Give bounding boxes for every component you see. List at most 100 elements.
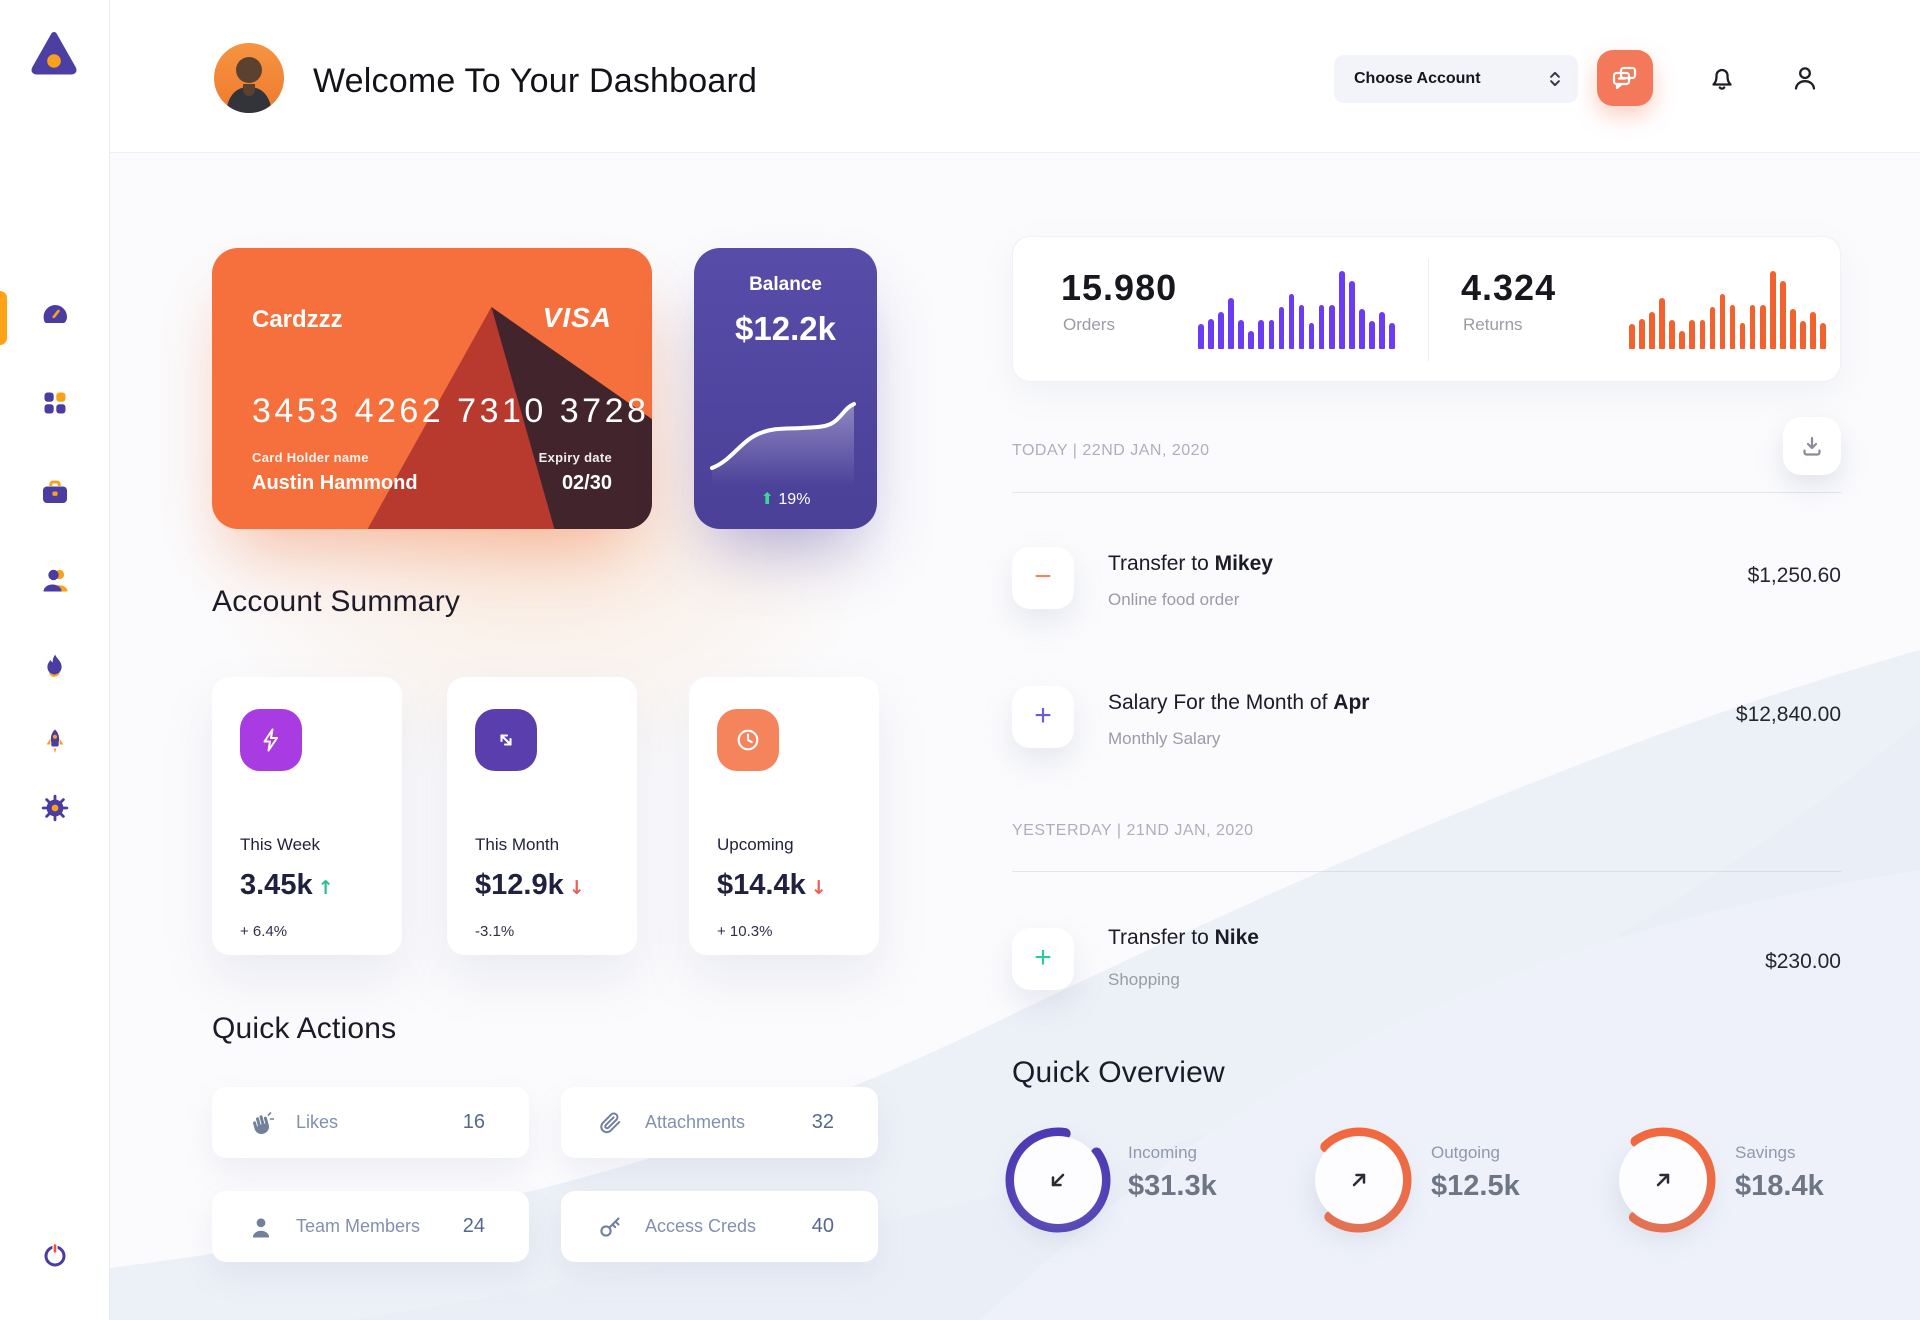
orders-value: 15.980 [1061, 267, 1178, 308]
overview-label: Incoming [1128, 1143, 1197, 1162]
bar [1689, 320, 1695, 349]
bar [1709, 306, 1716, 349]
overview-label: Savings [1735, 1143, 1796, 1162]
transaction-icon-badge: + [1012, 686, 1074, 748]
bar [1379, 312, 1385, 349]
overview-value: $18.4k [1735, 1170, 1824, 1202]
card-number: 3453 4262 7310 3728 [252, 392, 650, 430]
sidebar-item-portfolio[interactable] [33, 471, 77, 515]
divider [1012, 492, 1841, 493]
sidebar-item-activity[interactable] [33, 645, 77, 689]
account-select[interactable]: Choose Account [1334, 55, 1578, 103]
summary-label: This Month [475, 835, 560, 854]
balance-change: ⬆ 19% [694, 489, 877, 509]
quick-action-label: Team Members [296, 1216, 421, 1236]
active-nav-indicator [0, 291, 7, 345]
summary-label: Upcoming [717, 835, 794, 854]
quick-action-likes[interactable]: Likes 16 [212, 1087, 529, 1158]
bar [1198, 324, 1204, 349]
bar [1719, 294, 1726, 349]
transaction-amount: $230.00 [1765, 950, 1841, 973]
transaction-title[interactable]: Transfer to Nike [1108, 926, 1259, 949]
summary-label: This Week [240, 835, 320, 854]
key-icon [600, 1216, 620, 1237]
card-expiry-value: 02/30 [561, 472, 612, 494]
app-logo [26, 26, 82, 87]
bar [1669, 320, 1675, 349]
overview-value: $31.3k [1128, 1170, 1217, 1202]
page-title: Welcome To Your Dashboard [313, 62, 758, 100]
sidebar-item-settings[interactable] [33, 786, 77, 830]
sidebar-item-apps[interactable] [33, 381, 77, 425]
sidebar-item-logout[interactable] [33, 1233, 77, 1277]
summary-card-this-week: This Week 3.45k ↑ + 6.4% [212, 677, 402, 955]
paperclip-icon [600, 1112, 621, 1133]
bar [1760, 304, 1766, 349]
transaction-subtitle: Monthly Salary [1108, 729, 1221, 748]
bar [1359, 309, 1365, 349]
balance-card: Balance $12.2k ⬆ 19% [694, 248, 877, 529]
progress-ring [1610, 1127, 1716, 1233]
returns-value: 4.324 [1461, 267, 1557, 308]
summary-delta: -3.1% [475, 923, 515, 940]
up-arrow-icon: ⬆ [760, 489, 774, 508]
bar [1389, 323, 1395, 349]
notifications-button[interactable] [1700, 57, 1744, 101]
balance-value: $12.2k [735, 310, 836, 347]
bar [1679, 331, 1685, 349]
quick-actions-title: Quick Actions [212, 1012, 397, 1045]
download-button[interactable] [1783, 417, 1841, 475]
transaction-title[interactable]: Salary For the Month of Apr [1108, 691, 1370, 714]
profile-button[interactable] [1783, 57, 1827, 101]
sidebar-item-dashboard[interactable] [33, 293, 77, 337]
bar [1308, 323, 1315, 349]
orders-label: Orders [1063, 315, 1115, 334]
bar [1699, 320, 1706, 349]
savings-ring [1610, 1127, 1716, 1233]
bar [1649, 311, 1655, 349]
bar [1268, 320, 1275, 349]
account-select-label: Choose Account [1354, 70, 1481, 87]
user-avatar[interactable] [214, 43, 284, 113]
balance-sparkline [710, 402, 856, 486]
chevron-up-down-icon [1550, 71, 1560, 87]
returns-label: Returns [1463, 315, 1523, 334]
member-icon [252, 1217, 270, 1237]
bar [1820, 323, 1826, 349]
quick-action-access-creds[interactable]: Access Creds 40 [561, 1191, 878, 1262]
summary-delta: + 6.4% [240, 923, 288, 940]
orders-returns-card: 15.980 Orders 4.324 Returns [1012, 236, 1841, 382]
summary-value: 3.45k ↑ [240, 869, 334, 901]
balance-label: Balance [749, 274, 822, 295]
bar [1780, 281, 1786, 349]
bar [1369, 320, 1375, 349]
header: Welcome To Your Dashboard Choose Account [110, 0, 1920, 153]
quick-action-team-members[interactable]: Team Members 24 [212, 1191, 529, 1262]
rocket-icon [46, 729, 64, 753]
trend-up-icon: ↑ [317, 877, 334, 899]
divider [1428, 259, 1429, 361]
quick-action-attachments[interactable]: Attachments 32 [561, 1087, 878, 1158]
bar [1238, 320, 1244, 349]
summary-card-upcoming: Upcoming $14.4k ↓ + 10.3% [689, 677, 879, 955]
overview-label: Outgoing [1431, 1143, 1500, 1162]
bar [1329, 304, 1335, 349]
summary-card-this-month: This Month $12.9k ↓ -3.1% [447, 677, 637, 955]
bar [1749, 305, 1756, 349]
account-summary-title: Account Summary [212, 585, 461, 618]
bar [1790, 309, 1796, 349]
transaction-amount: $12,840.00 [1735, 703, 1841, 726]
transaction-title[interactable]: Transfer to Mikey [1108, 552, 1273, 575]
bar [1729, 305, 1736, 349]
bar [1258, 320, 1264, 349]
quick-action-count: 16 [462, 1111, 485, 1133]
messages-button[interactable] [1597, 50, 1653, 106]
minus-icon: − [1034, 560, 1052, 593]
bar [1318, 305, 1325, 349]
clock-icon [737, 729, 759, 751]
sidebar-item-team[interactable] [33, 558, 77, 602]
bar [1629, 324, 1635, 349]
activity-flame-icon [47, 654, 62, 677]
quick-action-label: Attachments [645, 1112, 746, 1132]
sidebar-item-launch[interactable] [33, 721, 77, 765]
